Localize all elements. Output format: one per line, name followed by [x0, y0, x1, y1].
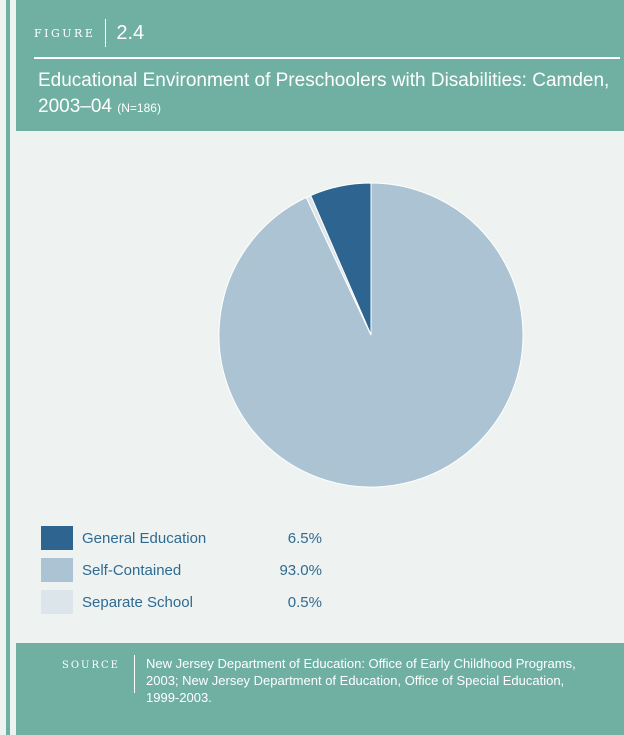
chart-title-main: Educational Environment of Preschoolers … — [38, 70, 610, 117]
legend-item: Separate School 0.5% — [41, 586, 322, 618]
source-text: New Jersey Department of Education: Offi… — [146, 656, 576, 705]
chart-area — [16, 146, 624, 626]
legend-label: Separate School — [82, 593, 193, 611]
source-footer: Source New Jersey Department of Educatio… — [16, 643, 624, 735]
legend-value: 0.5% — [287, 593, 322, 611]
figure-header: Figure 2.4 Educational Environment of Pr… — [16, 0, 624, 131]
chart-title: Educational Environment of Preschoolers … — [38, 68, 618, 121]
legend: General Education 6.5% Self-Contained 93.0%… — [41, 522, 322, 618]
source-separator — [134, 655, 135, 693]
pie-slice-separate-school — [305, 194, 372, 336]
legend-swatch — [41, 558, 73, 582]
legend-swatch — [41, 590, 73, 614]
chart-title-n: (N=186) — [117, 101, 161, 115]
legend-label: General Education — [82, 529, 207, 547]
legend-label: Self-Contained — [82, 561, 182, 579]
legend-item: General Education 6.5% — [41, 522, 322, 554]
legend-value: 93.0% — [279, 561, 322, 579]
figure-word: Figure — [34, 26, 96, 40]
header-rule — [34, 57, 620, 59]
source-word: Source — [62, 660, 120, 671]
legend-swatch — [41, 526, 73, 550]
figure-number: 2.4 — [116, 21, 145, 44]
pie-chart — [218, 182, 524, 488]
figure-separator — [105, 19, 107, 47]
legend-item: Self-Contained 93.0% — [41, 554, 322, 586]
left-rule — [6, 0, 10, 735]
legend-value: 6.5% — [287, 529, 322, 547]
figure-label-row: Figure 2.4 — [34, 18, 144, 48]
